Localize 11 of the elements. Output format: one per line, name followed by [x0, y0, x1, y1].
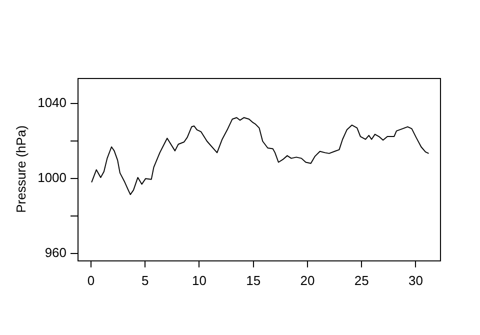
x-tick-label: 30 [408, 272, 423, 288]
x-tick-label: 0 [87, 272, 95, 288]
x-tick-label: 10 [192, 272, 206, 288]
x-tick-label: 5 [141, 272, 149, 288]
x-tick-label: 15 [246, 272, 261, 288]
y-tick-label: 1040 [38, 95, 67, 110]
x-tick-label: 25 [354, 272, 369, 288]
y-axis-title: Pressure (hPa) [13, 125, 28, 213]
y-tick-label: 960 [44, 245, 67, 260]
x-tick-label: 20 [300, 272, 315, 288]
y-tick-label: 1000 [38, 170, 67, 186]
